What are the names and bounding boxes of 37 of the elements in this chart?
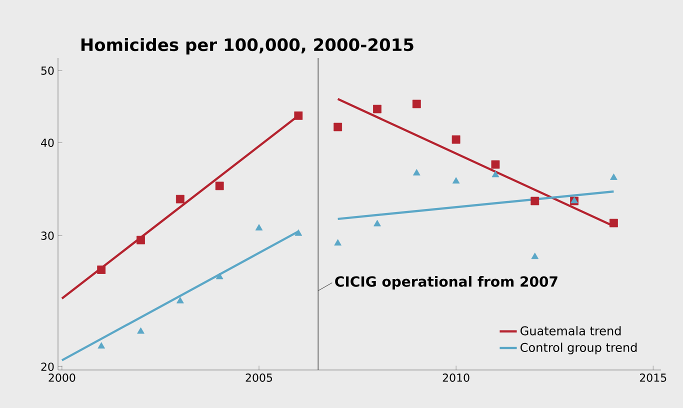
point bbox=[452, 177, 460, 184]
point bbox=[412, 169, 420, 176]
point bbox=[97, 266, 106, 274]
point bbox=[531, 252, 539, 260]
point bbox=[373, 104, 382, 114]
point bbox=[412, 100, 421, 108]
point bbox=[610, 174, 618, 180]
point bbox=[136, 236, 145, 244]
point bbox=[452, 135, 460, 144]
point bbox=[98, 342, 106, 349]
y-tick-label: 40 bbox=[41, 138, 54, 147]
y-tick-label: 50 bbox=[41, 66, 54, 75]
y-tick-label: 20 bbox=[41, 362, 54, 371]
point bbox=[374, 220, 381, 226]
x-tick-label: 2005 bbox=[246, 374, 272, 382]
point bbox=[491, 160, 500, 169]
point bbox=[255, 224, 263, 230]
chart-title: Homicides per 100,000, 2000-2015 bbox=[81, 38, 414, 54]
y-tick-label: 30 bbox=[41, 232, 54, 240]
point bbox=[216, 272, 224, 280]
point bbox=[215, 182, 224, 190]
legend-label: Guatemala trend bbox=[520, 326, 621, 336]
x-tick-label: 2015 bbox=[640, 374, 666, 382]
legend-label: Control group trend bbox=[520, 342, 637, 354]
point bbox=[334, 239, 342, 246]
x-tick-label: 2000 bbox=[48, 374, 76, 382]
point bbox=[334, 122, 342, 132]
point bbox=[610, 218, 618, 228]
ref-line-label: CICIG operational from 2007 bbox=[335, 276, 558, 290]
point bbox=[176, 194, 184, 204]
point bbox=[492, 170, 500, 178]
point bbox=[137, 327, 144, 334]
x-tick-label: 2010 bbox=[442, 374, 470, 382]
point bbox=[530, 196, 540, 206]
point bbox=[176, 296, 184, 304]
point bbox=[294, 229, 302, 236]
point bbox=[294, 111, 303, 120]
